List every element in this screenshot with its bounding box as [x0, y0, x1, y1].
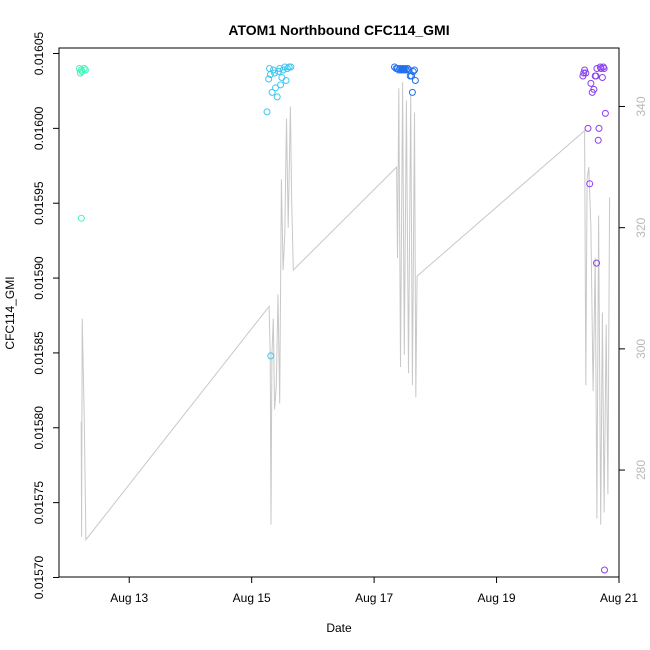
data-point — [593, 259, 600, 267]
data-point — [273, 93, 281, 101]
data-point — [592, 72, 600, 80]
data-point — [404, 65, 412, 72]
series-line — [80, 82, 611, 542]
y-axis-title: CFC114_GMI — [3, 276, 17, 349]
y-left-tick-label: 0.01585 — [32, 331, 46, 375]
data-point — [268, 88, 276, 96]
data-point — [287, 63, 295, 71]
data-point — [397, 66, 405, 74]
y-left-tick-label: 0.01570 — [32, 555, 46, 599]
data-point — [411, 77, 419, 84]
data-point — [282, 77, 290, 84]
data-point — [402, 66, 410, 74]
chart-title: ATOM1 Northbound CFC114_GMI — [228, 22, 449, 38]
data-point — [267, 352, 275, 360]
y-axis-right: 280 300 320 340 — [619, 96, 648, 480]
plot-frame — [58, 47, 620, 578]
y-right-tick-label: 280 — [634, 460, 648, 480]
data-point — [593, 65, 601, 72]
y-left-tick-label: 0.01595 — [32, 181, 46, 225]
data-point — [596, 63, 604, 71]
y-left-tick-label: 0.01575 — [32, 481, 46, 525]
data-point — [580, 69, 588, 77]
data-point — [76, 69, 84, 77]
data-point — [590, 85, 598, 93]
data-point — [409, 68, 417, 75]
x-tick-label: Aug 17 — [355, 591, 393, 605]
x-tick-label: Aug 15 — [233, 591, 271, 605]
data-point — [396, 65, 404, 72]
data-point — [272, 84, 279, 92]
data-point — [276, 65, 284, 72]
data-point — [81, 66, 89, 74]
y-left-tick-label: 0.01590 — [32, 256, 46, 300]
x-tick-label: Aug 21 — [600, 591, 638, 605]
data-point — [586, 180, 594, 188]
data-point — [408, 72, 415, 80]
data-point — [277, 81, 285, 89]
y-axis-left: 0.01570 0.01575 0.01580 0.01585 0.01590 0.015… — [32, 31, 59, 599]
y-right-tick-label: 340 — [634, 96, 648, 116]
y-left-tick-label: 0.01605 — [32, 31, 46, 75]
data-point — [401, 65, 409, 72]
data-point — [394, 65, 401, 72]
y-right-tick-label: 300 — [634, 339, 648, 359]
data-point — [594, 136, 602, 144]
y-right-tick-label: 320 — [634, 217, 648, 237]
data-point — [601, 109, 609, 117]
data-point — [263, 108, 271, 116]
y-left-tick-label: 0.01600 — [32, 106, 46, 150]
data-point — [408, 88, 416, 96]
x-axis-title: Date — [326, 621, 352, 635]
scatter-points — [76, 63, 609, 574]
data-point — [271, 69, 279, 77]
data-point — [595, 124, 603, 132]
data-point — [599, 63, 607, 71]
data-point — [278, 74, 286, 81]
data-point — [80, 65, 88, 72]
data-point — [77, 214, 85, 222]
data-point — [265, 75, 273, 83]
x-axis: Aug 13 Aug 15 Aug 17 Aug 19 Aug 21 — [110, 577, 638, 605]
data-point — [411, 66, 418, 74]
x-tick-label: Aug 13 — [110, 591, 148, 605]
data-point — [584, 124, 592, 132]
data-point — [601, 566, 608, 574]
data-point — [283, 65, 291, 72]
right-axis-line-series — [80, 82, 611, 542]
data-point — [582, 69, 590, 77]
data-point — [399, 65, 407, 72]
y-left-tick-label: 0.01580 — [32, 406, 46, 450]
data-point — [266, 65, 273, 72]
data-point — [598, 74, 606, 81]
x-tick-label: Aug 19 — [478, 591, 516, 605]
data-point — [400, 66, 408, 74]
data-point — [395, 66, 403, 74]
data-point — [587, 79, 595, 87]
